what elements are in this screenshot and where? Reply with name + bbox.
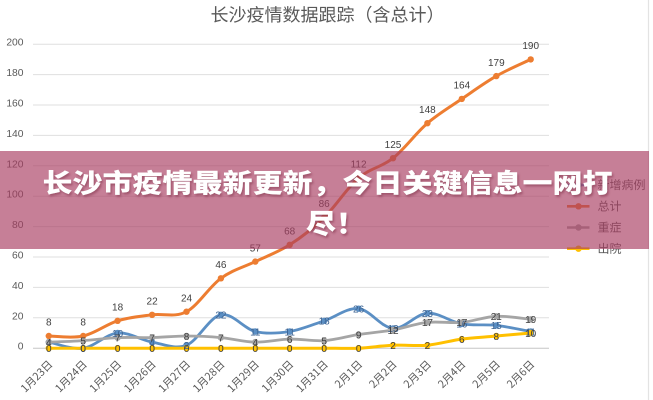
svg-text:11: 11	[285, 327, 296, 338]
svg-text:8: 8	[80, 318, 86, 329]
svg-text:46: 46	[215, 260, 227, 271]
svg-text:0: 0	[149, 344, 155, 355]
svg-text:15: 15	[491, 321, 503, 332]
svg-text:8: 8	[494, 332, 500, 343]
svg-text:0: 0	[18, 342, 24, 353]
svg-text:0: 0	[253, 344, 259, 355]
svg-text:160: 160	[6, 99, 23, 110]
svg-text:0: 0	[46, 344, 52, 355]
svg-text:19: 19	[525, 315, 537, 326]
svg-text:13: 13	[387, 324, 399, 335]
svg-text:10: 10	[525, 329, 537, 340]
svg-text:5: 5	[80, 336, 86, 347]
svg-text:21: 21	[491, 312, 503, 323]
svg-text:23: 23	[422, 309, 434, 320]
svg-text:40: 40	[12, 281, 24, 292]
svg-text:12: 12	[387, 326, 399, 337]
svg-text:0: 0	[287, 344, 293, 355]
svg-text:16: 16	[456, 320, 468, 331]
svg-text:18: 18	[319, 317, 331, 328]
svg-text:190: 190	[522, 41, 539, 52]
svg-text:4: 4	[46, 338, 52, 349]
svg-text:4: 4	[46, 338, 52, 349]
svg-text:6: 6	[459, 335, 465, 346]
svg-text:2: 2	[184, 341, 190, 352]
svg-text:0: 0	[115, 344, 121, 355]
svg-text:200: 200	[6, 38, 23, 49]
svg-text:11: 11	[526, 327, 537, 338]
svg-text:2: 2	[425, 341, 431, 352]
svg-text:8: 8	[184, 332, 190, 343]
svg-text:10: 10	[112, 329, 124, 340]
svg-text:2: 2	[390, 341, 396, 352]
svg-text:0: 0	[218, 344, 224, 355]
svg-text:4: 4	[253, 338, 259, 349]
svg-text:11: 11	[250, 327, 261, 338]
svg-text:4: 4	[149, 338, 155, 349]
svg-text:22: 22	[215, 311, 227, 322]
svg-text:7: 7	[149, 333, 155, 344]
svg-text:6: 6	[287, 335, 293, 346]
svg-text:18: 18	[112, 303, 124, 314]
svg-text:0: 0	[80, 344, 86, 355]
svg-text:179: 179	[488, 58, 505, 69]
svg-text:7: 7	[218, 333, 224, 344]
svg-text:5: 5	[321, 336, 327, 347]
svg-text:140: 140	[6, 129, 23, 140]
svg-text:7: 7	[115, 333, 121, 344]
svg-text:20: 20	[12, 311, 24, 322]
svg-text:0: 0	[184, 344, 190, 355]
svg-text:0: 0	[80, 344, 86, 355]
svg-text:125: 125	[385, 140, 402, 151]
svg-text:60: 60	[12, 251, 24, 262]
svg-text:9: 9	[356, 330, 362, 341]
svg-text:180: 180	[6, 68, 23, 79]
svg-text:8: 8	[46, 318, 52, 329]
svg-text:0: 0	[321, 344, 327, 355]
svg-text:148: 148	[419, 105, 436, 116]
svg-text:26: 26	[353, 305, 365, 316]
svg-text:17: 17	[456, 318, 468, 329]
svg-text:24: 24	[181, 293, 193, 304]
svg-text:0: 0	[356, 344, 362, 355]
svg-text:17: 17	[422, 318, 434, 329]
svg-text:164: 164	[453, 81, 470, 92]
svg-text:22: 22	[147, 297, 159, 308]
